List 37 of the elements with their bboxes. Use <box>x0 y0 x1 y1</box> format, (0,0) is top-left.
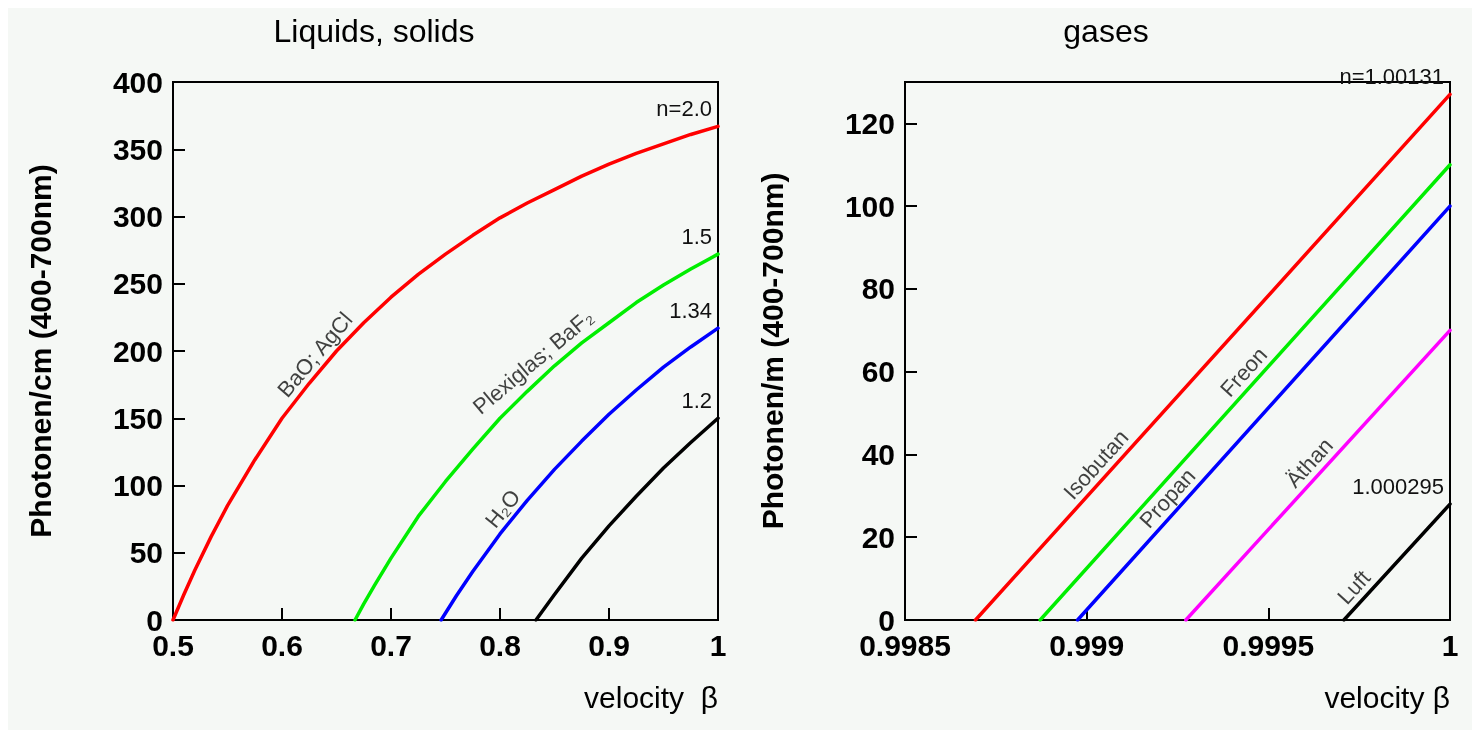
x-tick-label: 0.8 <box>479 628 521 662</box>
x-axis-title: velocity β <box>584 680 718 714</box>
annotation: H₂O <box>479 484 526 533</box>
series-label: 1.2 <box>681 387 712 413</box>
x-tick-label: 1 <box>709 628 727 662</box>
x-tick-label: 0.9 <box>588 628 630 662</box>
y-tick-label: 100 <box>112 469 163 502</box>
series-label: n=2.0 <box>656 95 712 121</box>
y-tick-label: 100 <box>844 189 895 223</box>
y-tick-label: 300 <box>112 200 163 233</box>
x-tick-label: 0.7 <box>370 628 412 662</box>
y-tick-label: 150 <box>112 401 163 435</box>
chart-title: Liquids, solids <box>273 13 475 49</box>
y-tick-label: 50 <box>129 536 163 570</box>
series-label: 1.34 <box>669 297 712 323</box>
series-label: 1.5 <box>681 223 712 249</box>
y-tick-label: 250 <box>112 267 163 301</box>
y-tick-label: 20 <box>861 520 895 554</box>
y-tick-label: 120 <box>844 106 895 140</box>
line-series <box>353 252 720 622</box>
y-tick-label: 400 <box>112 65 163 99</box>
y-tick-label: 60 <box>861 355 895 389</box>
y-tick-label: 350 <box>112 132 163 166</box>
y-tick-label: 80 <box>861 272 895 306</box>
x-tick-label: 1 <box>1441 628 1459 662</box>
y-tick-label: 200 <box>112 334 163 368</box>
annotation: Luft <box>1332 565 1376 610</box>
x-axis-title: velocity β <box>1324 680 1450 714</box>
x-tick-label: 0.6 <box>261 628 303 662</box>
line-series <box>171 124 720 622</box>
x-tick-label: 0.999 <box>1049 628 1125 662</box>
x-tick-label: 0.9995 <box>1222 628 1315 662</box>
y-tick-label: 40 <box>861 437 895 471</box>
y-axis-title: Photonen/m (400-700nm) <box>755 172 789 530</box>
series-label: 1.000295 <box>1352 473 1444 499</box>
chart-title: gases <box>1063 13 1149 49</box>
y-axis-title: Photonen/cm (400-700nm) <box>23 164 57 538</box>
